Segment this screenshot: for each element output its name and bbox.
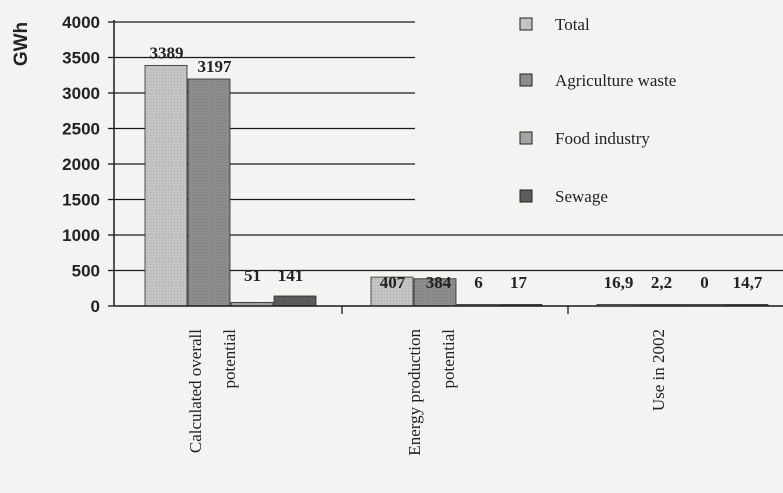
legend-swatch [519, 131, 533, 145]
y-tick-label: 500 [72, 262, 100, 281]
data-label: 16,9 [604, 273, 634, 292]
legend: Total Agriculture waste Food industry Sewag… [519, 15, 676, 206]
legend-swatch [519, 73, 533, 87]
x-category-label: Energy production potential [405, 329, 458, 456]
y-tick-label: 1000 [62, 226, 100, 245]
data-label: 14,7 [733, 273, 763, 292]
data-label: 2,2 [651, 273, 672, 292]
bar-texture [188, 79, 230, 306]
axes: 0 500 1000 1500 2000 2500 3000 3500 4000 GWh Calcu… [11, 13, 783, 456]
data-label: 51 [244, 266, 261, 285]
x-category-label-line: potential [220, 329, 239, 389]
x-category-label-line: Use in 2002 [649, 329, 668, 411]
x-category-label: Use in 2002 [649, 329, 668, 411]
data-labels: 3389 407 16,9 3197 384 2,2 51 6 0 141 17 14,7 [150, 43, 763, 292]
data-label: 407 [380, 273, 406, 292]
y-tick-label: 3000 [62, 84, 100, 103]
x-category-label-line: Energy production [405, 329, 424, 456]
data-label: 0 [700, 273, 709, 292]
data-label: 3389 [150, 43, 184, 62]
bar-texture [145, 65, 187, 306]
bar-texture [371, 277, 413, 306]
y-tick-label: 2000 [62, 155, 100, 174]
data-label: 17 [510, 273, 528, 292]
bar-texture [231, 302, 273, 306]
y-tick-label: 1500 [62, 191, 100, 210]
legend-label: Food industry [555, 129, 650, 148]
data-label: 3197 [198, 57, 233, 76]
data-label: 384 [426, 273, 452, 292]
data-label: 141 [278, 266, 304, 285]
y-axis-title: GWh [11, 22, 32, 66]
legend-label: Total [555, 15, 590, 34]
legend-label: Sewage [555, 187, 608, 206]
y-tick-label: 4000 [62, 13, 100, 32]
legend-label: Agriculture waste [555, 71, 676, 90]
y-tick-label: 0 [91, 297, 100, 316]
bar-texture [274, 295, 316, 306]
x-category-label-line: Calculated overall [186, 329, 205, 453]
legend-swatch [519, 17, 533, 31]
data-label: 6 [474, 273, 483, 292]
y-tick-label: 3500 [62, 49, 100, 68]
legend-swatch [519, 189, 533, 203]
x-category-label: Calculated overall potential [186, 329, 239, 453]
bar-texture [414, 278, 456, 306]
y-tick-label: 2500 [62, 120, 100, 139]
x-category-label-line: potential [439, 329, 458, 389]
